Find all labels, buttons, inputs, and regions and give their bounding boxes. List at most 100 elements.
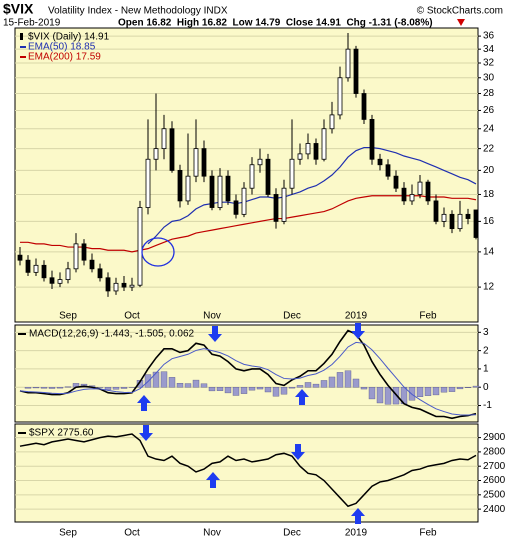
candle-body <box>105 277 111 292</box>
candle-body <box>393 175 399 189</box>
candle-body <box>121 282 127 288</box>
histogram-bar <box>168 377 176 388</box>
legend-label: EMA(200) 17.59 <box>28 52 101 63</box>
histogram-bar <box>248 387 256 391</box>
histogram-bar <box>296 385 304 388</box>
histogram-bar <box>272 387 280 397</box>
histogram-bar <box>472 385 480 388</box>
y-tick-label: 2400 <box>483 504 506 515</box>
quote: Open 16.82 High 16.82 Low 14.79 Close 14… <box>118 18 433 29</box>
x-tick-label: Nov <box>203 311 221 322</box>
candle-body <box>369 119 375 160</box>
up-arrow <box>351 508 365 524</box>
y-tick-label: 1 <box>483 364 489 375</box>
candle-body <box>249 164 255 189</box>
up-arrow <box>137 395 151 411</box>
candle-body <box>49 277 55 284</box>
candle-body <box>377 158 383 166</box>
histogram-bar <box>152 371 160 388</box>
y-tick-label: 14 <box>483 247 495 258</box>
histogram-bar <box>192 379 200 388</box>
candle-body <box>65 268 71 281</box>
ema-line <box>20 195 477 253</box>
candle-body <box>33 264 39 273</box>
histogram-bar <box>312 383 320 388</box>
candle-body <box>257 158 263 166</box>
histogram-bar <box>24 387 32 389</box>
histogram-bar <box>456 387 464 390</box>
candle-body <box>17 254 23 261</box>
candle-body <box>265 158 271 195</box>
histogram-bar <box>64 386 72 388</box>
histogram-bar <box>448 387 456 392</box>
candle-body <box>457 213 463 230</box>
y-tick-label: 34 <box>483 44 495 55</box>
down-arrow <box>139 425 153 441</box>
histogram-bar <box>160 371 168 388</box>
histogram-bar <box>416 387 424 397</box>
candle-body <box>289 158 295 189</box>
histogram-bar <box>376 387 384 404</box>
histogram-bar <box>304 382 312 388</box>
candle-body <box>441 213 447 222</box>
date: 15-Feb-2019 <box>3 18 61 29</box>
histogram-bar <box>360 387 368 390</box>
y-tick-label: 28 <box>483 88 495 99</box>
histogram-bar <box>384 387 392 405</box>
y-tick-label: 0 <box>483 382 489 393</box>
down-icon <box>457 19 465 26</box>
candle-body <box>273 194 279 222</box>
candle-body <box>473 209 479 238</box>
histogram-bar <box>104 387 112 390</box>
ema-line <box>147 146 477 245</box>
candle-body <box>41 264 47 279</box>
y-tick-label: 36 <box>483 31 495 42</box>
candle-body <box>233 200 239 215</box>
histogram-bar <box>200 383 208 388</box>
histogram-bar <box>280 387 288 395</box>
x-tick-label: Dec <box>283 311 301 322</box>
highlight-circle <box>141 237 175 267</box>
histogram-bar <box>240 387 248 394</box>
candle-body <box>385 164 391 177</box>
candle-body <box>409 194 415 202</box>
histogram-bar <box>288 387 296 389</box>
histogram-bar <box>256 387 264 390</box>
histogram-bar <box>368 387 376 400</box>
panel-label: $SPX 2775.60 <box>29 428 94 439</box>
signal-line <box>19 341 477 416</box>
legend-label: EMA(50) 18.85 <box>28 42 96 53</box>
histogram-bar <box>32 387 40 389</box>
x-tick-label: Oct <box>124 528 140 539</box>
y-tick-label: 2 <box>483 345 489 356</box>
candle-body <box>313 143 319 160</box>
candle-body <box>161 128 167 150</box>
up-arrow <box>295 389 309 405</box>
histogram-bar <box>424 387 432 396</box>
y-tick-label: 2900 <box>483 432 506 443</box>
y-tick-label: 22 <box>483 143 495 154</box>
candle-body <box>129 284 135 288</box>
histogram-bar <box>352 378 360 388</box>
y-tick-label: 2700 <box>483 461 506 472</box>
down-arrow <box>208 326 222 342</box>
candle-body <box>337 77 343 116</box>
x-tick-label: Feb <box>419 311 437 322</box>
x-tick-label: Sep <box>59 311 77 322</box>
candle-body <box>113 282 119 292</box>
candle-body <box>201 148 207 177</box>
x-tick-label: 2019 <box>345 528 368 539</box>
y-tick-label: 24 <box>483 123 495 134</box>
panel-label: MACD(12,26,9) -1.443, -1.505, 0.062 <box>29 329 195 340</box>
histogram-bar <box>344 370 352 388</box>
candle-body <box>25 259 31 273</box>
candle-body <box>193 148 199 177</box>
y-tick-label: 26 <box>483 105 495 116</box>
y-tick-label: 20 <box>483 165 495 176</box>
chart-title: Volatility Index - New Methodology INDX <box>48 6 228 17</box>
y-tick-label: 2800 <box>483 447 506 458</box>
candle-body <box>433 200 439 222</box>
x-tick-label: Feb <box>419 528 437 539</box>
x-tick-label: 2019 <box>345 311 368 322</box>
